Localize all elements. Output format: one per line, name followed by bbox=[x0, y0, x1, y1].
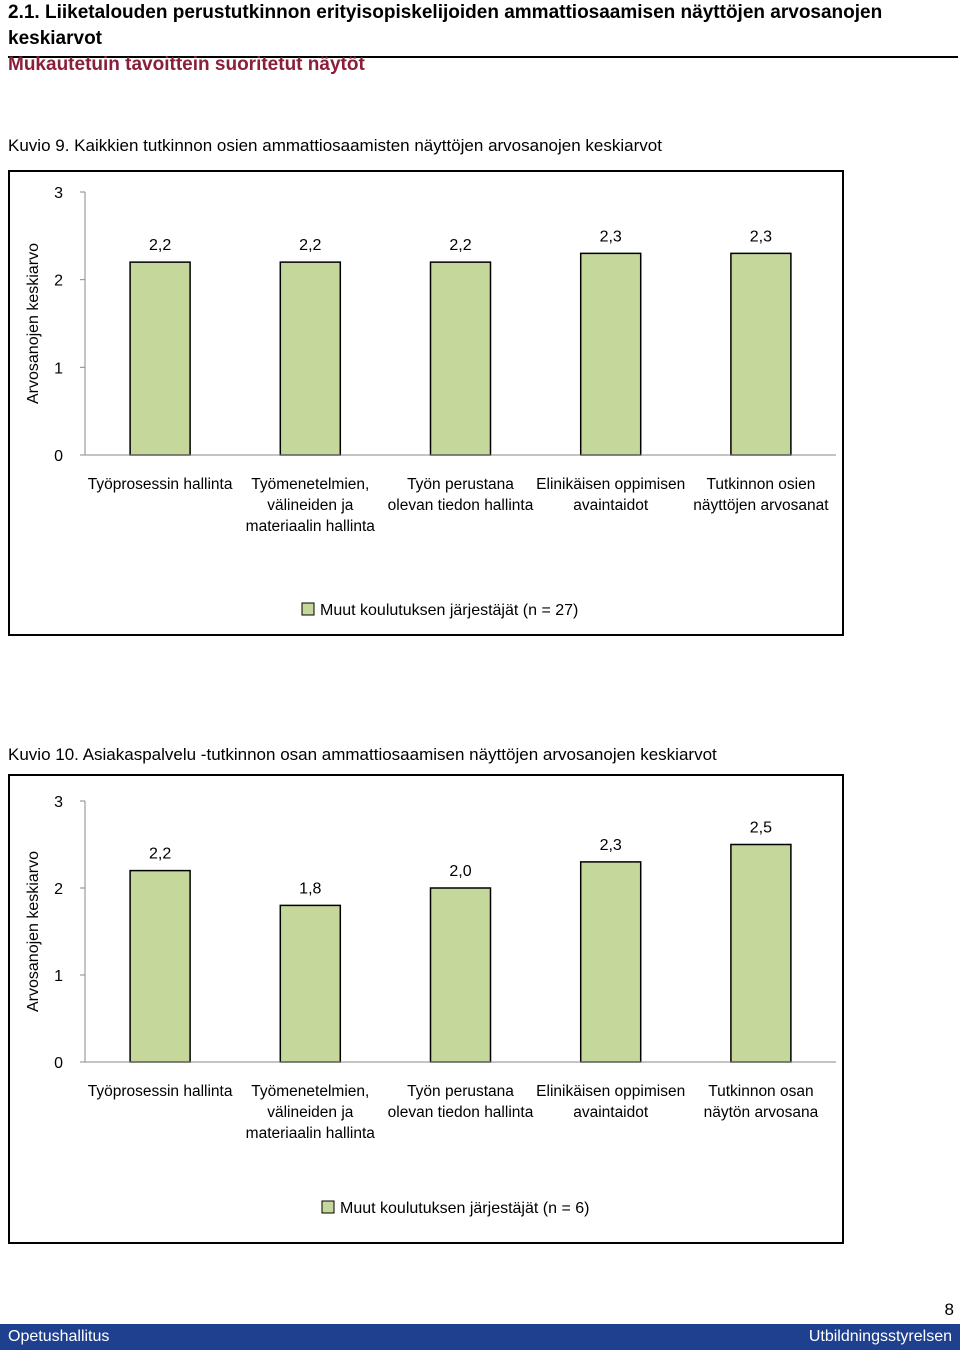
y-tick-label: 3 bbox=[54, 185, 63, 202]
data-label: 2,3 bbox=[750, 228, 772, 245]
caption-text: Kaikkien tutkinnon osien ammattiosaamist… bbox=[74, 136, 662, 155]
data-label: 2,2 bbox=[149, 846, 171, 863]
figure-caption-9: Kuvio 9. Kaikkien tutkinnon osien ammatt… bbox=[8, 136, 662, 156]
legend-swatch bbox=[321, 1200, 335, 1214]
y-tick-label: 0 bbox=[54, 448, 63, 465]
chart-panel-1: 0 1 2 3 Arvosanojen keskiarvo 2,2 Työprosessin… bbox=[8, 170, 844, 636]
y-tick-label: 2 bbox=[54, 273, 63, 290]
data-label: 1,8 bbox=[299, 880, 321, 897]
x-category-label: Elinikäisen oppimisen bbox=[536, 1083, 685, 1100]
footer-bar: Opetushallitus Utbildningsstyrelsen bbox=[0, 1324, 960, 1350]
x-category-label: avaintaidot bbox=[573, 497, 649, 514]
bar bbox=[579, 861, 642, 1063]
bar bbox=[279, 904, 342, 1063]
caption-number: Kuvio 10. bbox=[8, 745, 79, 764]
bar bbox=[429, 261, 492, 456]
legend-label: Muut koulutuksen järjestäjät (n = 27) bbox=[320, 602, 578, 619]
bar bbox=[129, 869, 191, 1063]
y-axis-title: Arvosanojen keskiarvo bbox=[25, 243, 42, 404]
chart-panel-2: 0 1 2 3 Arvosanojen keskiarvo 2,2 Työprosessin… bbox=[8, 774, 844, 1244]
bar bbox=[129, 261, 191, 456]
x-category-label: Työmenetelmien, bbox=[251, 476, 369, 493]
y-tick-label: 1 bbox=[54, 968, 63, 985]
page-number: 8 bbox=[944, 1300, 954, 1319]
x-category-label: avaintaidot bbox=[573, 1104, 649, 1121]
x-category-label: Työprosessin hallinta bbox=[88, 1083, 233, 1100]
bar-chart-1: 0 1 2 3 Arvosanojen keskiarvo 2,2 Työprosessin… bbox=[25, 185, 836, 619]
data-label: 2,3 bbox=[600, 837, 622, 854]
caption-text: Asiakaspalvelu -tutkinnon osan ammattios… bbox=[82, 745, 717, 764]
data-label: 2,2 bbox=[149, 237, 171, 254]
x-category-label: Työprosessin hallinta bbox=[88, 476, 233, 493]
y-tick-label: 2 bbox=[54, 881, 63, 898]
x-category-label: välineiden ja bbox=[267, 497, 354, 514]
footer-right-label: Utbildningsstyrelsen bbox=[808, 1328, 952, 1345]
page-heading: 2.1. Liiketalouden perustutkinnon erityi… bbox=[8, 0, 958, 58]
bar-chart-2: 0 1 2 3 Arvosanojen keskiarvo 2,2 Työprosessin… bbox=[25, 794, 836, 1217]
bar bbox=[579, 252, 642, 456]
data-label: 2,2 bbox=[299, 237, 321, 254]
footer-left-label: Opetushallitus bbox=[8, 1328, 110, 1345]
bar bbox=[429, 887, 492, 1063]
x-category-label: välineiden ja bbox=[267, 1104, 354, 1121]
x-category-label: näytön arvosana bbox=[704, 1104, 819, 1121]
y-tick-label: 1 bbox=[54, 360, 63, 377]
data-label: 2,5 bbox=[750, 820, 772, 837]
bar bbox=[730, 843, 792, 1063]
data-label: 2,0 bbox=[449, 863, 471, 880]
data-label: 2,3 bbox=[600, 228, 622, 245]
x-category-label: olevan tiedon hallinta bbox=[388, 497, 534, 514]
x-category-label: Elinikäisen oppimisen bbox=[536, 476, 685, 493]
bar bbox=[279, 261, 342, 456]
x-category-label: Työn perustana bbox=[407, 1083, 514, 1100]
x-category-label: Tutkinnon osien bbox=[706, 476, 815, 493]
x-category-label: Työmenetelmien, bbox=[251, 1083, 369, 1100]
x-category-label: olevan tiedon hallinta bbox=[388, 1104, 534, 1121]
figure-caption-10: Kuvio 10. Asiakaspalvelu -tutkinnon osan… bbox=[8, 745, 717, 765]
bar bbox=[730, 252, 792, 456]
page-subheading: Mukautetuin tavoittein suoritetut näytöt bbox=[8, 54, 365, 75]
caption-number: Kuvio 9. bbox=[8, 136, 70, 155]
x-category-label: materiaalin hallinta bbox=[246, 1125, 376, 1142]
x-category-label: näyttöjen arvosanat bbox=[693, 497, 829, 514]
y-tick-label: 0 bbox=[54, 1055, 63, 1072]
x-category-label: materiaalin hallinta bbox=[246, 518, 376, 535]
legend-label: Muut koulutuksen järjestäjät (n = 6) bbox=[340, 1200, 589, 1217]
y-axis-title: Arvosanojen keskiarvo bbox=[25, 851, 42, 1012]
x-category-label: Tutkinnon osan bbox=[708, 1083, 813, 1100]
y-tick-label: 3 bbox=[54, 794, 63, 811]
legend-swatch bbox=[301, 602, 315, 616]
x-category-label: Työn perustana bbox=[407, 476, 514, 493]
data-label: 2,2 bbox=[449, 237, 471, 254]
